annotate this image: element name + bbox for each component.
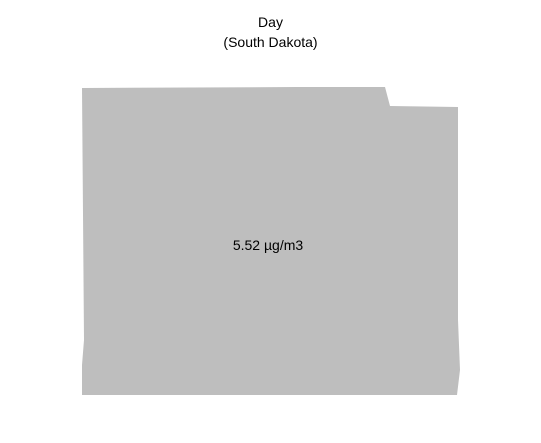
map-title-line-1: Day: [258, 14, 283, 30]
state-shape-south-dakota: [82, 87, 460, 395]
state-value-label: 5.52 µg/m3: [233, 237, 304, 253]
map-title-line-2: (South Dakota): [223, 34, 318, 50]
map-title: Day (South Dakota): [0, 12, 541, 52]
